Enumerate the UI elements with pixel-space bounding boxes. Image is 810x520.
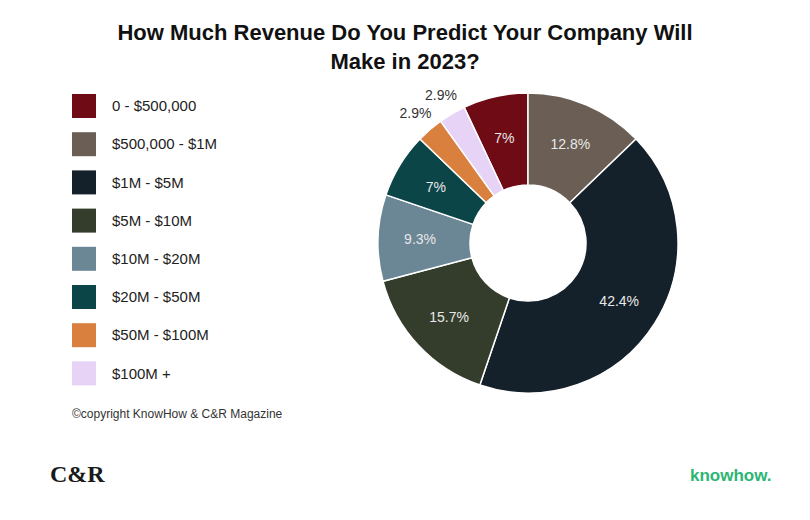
copyright: ©copyright KnowHow & C&R Magazine bbox=[72, 407, 283, 421]
legend-swatch bbox=[72, 209, 96, 233]
legend-swatch bbox=[72, 170, 96, 194]
legend-item: $50M - $100M bbox=[72, 323, 209, 347]
title-line: How Much Revenue Do You Predict Your Com… bbox=[117, 20, 692, 45]
data-label: 2.9% bbox=[425, 87, 457, 103]
data-label: 9.3% bbox=[404, 231, 436, 247]
donut bbox=[378, 93, 678, 393]
legend-item: $1M - $5M bbox=[72, 170, 184, 194]
legend-item: $5M - $10M bbox=[72, 209, 192, 233]
legend-swatch bbox=[72, 94, 96, 118]
data-labels: 7% 12.8% 42.4% 15.7% 9.3% 7% 2.9% 2.9% bbox=[400, 87, 640, 325]
legend-item: 0 - $500,000 bbox=[72, 94, 196, 118]
legend-swatch bbox=[72, 323, 96, 347]
legend-label: $5M - $10M bbox=[112, 212, 192, 229]
data-label: 15.7% bbox=[429, 309, 469, 325]
legend-swatch bbox=[72, 132, 96, 156]
legend-item: $20M - $50M bbox=[72, 285, 200, 309]
legend-item: $10M - $20M bbox=[72, 247, 200, 271]
legend-swatch bbox=[72, 247, 96, 271]
data-label: 42.4% bbox=[599, 293, 639, 309]
legend-label: 0 - $500,000 bbox=[112, 97, 196, 114]
legend-label: $50M - $100M bbox=[112, 326, 209, 343]
slice bbox=[480, 139, 678, 393]
legend-label: $20M - $50M bbox=[112, 288, 200, 305]
legend-label: $500,000 - $1M bbox=[112, 135, 217, 152]
data-label: 2.9% bbox=[400, 105, 432, 121]
logo-knowhow: knowhow. bbox=[690, 466, 772, 485]
legend-item: $100M + bbox=[72, 361, 171, 385]
title: How Much Revenue Do You Predict Your Com… bbox=[117, 20, 692, 74]
legend-label: $1M - $5M bbox=[112, 174, 184, 191]
data-label: 12.8% bbox=[550, 136, 590, 152]
data-label: 7% bbox=[494, 130, 514, 146]
legend-swatch bbox=[72, 285, 96, 309]
data-label: 7% bbox=[426, 179, 446, 195]
legend-item: $500,000 - $1M bbox=[72, 132, 217, 156]
chart: How Much Revenue Do You Predict Your Com… bbox=[0, 0, 810, 520]
legend-swatch bbox=[72, 361, 96, 385]
legend-label: $100M + bbox=[112, 365, 171, 382]
logo-cr: C&R bbox=[50, 461, 105, 487]
slice bbox=[441, 107, 504, 196]
legend-label: $10M - $20M bbox=[112, 250, 200, 267]
title-line: Make in 2023? bbox=[330, 49, 479, 74]
legend: 0 - $500,000 $500,000 - $1M $1M - $5M $5M -… bbox=[72, 94, 217, 385]
